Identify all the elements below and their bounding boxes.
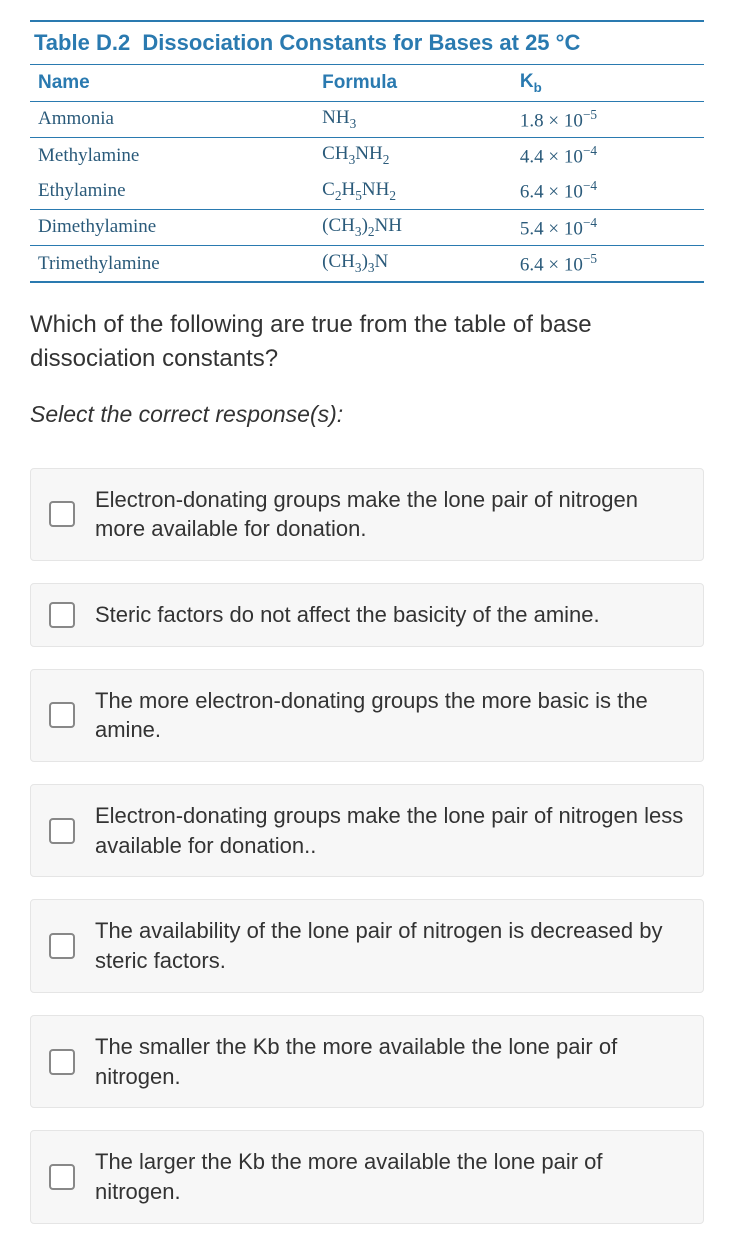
table-row: Dimethylamine(CH3)2NH5.4 × 10−4: [30, 209, 704, 245]
cell-name: Ethylamine: [30, 173, 314, 209]
cell-kb: 5.4 × 10−4: [512, 209, 704, 245]
table-title: Table D.2 Dissociation Constants for Bas…: [30, 22, 704, 65]
option-label: The smaller the Kb the more available th…: [95, 1032, 685, 1091]
option-item[interactable]: Electron-donating groups make the lone p…: [30, 468, 704, 561]
option-item[interactable]: Electron-donating groups make the lone p…: [30, 784, 704, 877]
option-item[interactable]: The smaller the Kb the more available th…: [30, 1015, 704, 1108]
table-row: EthylamineC2H5NH26.4 × 10−4: [30, 173, 704, 209]
table-body: AmmoniaNH31.8 × 10−5MethylamineCH3NH24.4…: [30, 101, 704, 281]
cell-name: Ammonia: [30, 101, 314, 137]
option-item[interactable]: The availability of the lone pair of nit…: [30, 899, 704, 992]
option-checkbox[interactable]: [49, 1164, 75, 1190]
option-checkbox[interactable]: [49, 702, 75, 728]
table-row: MethylamineCH3NH24.4 × 10−4: [30, 138, 704, 174]
option-label: The availability of the lone pair of nit…: [95, 916, 685, 975]
option-label: Electron-donating groups make the lone p…: [95, 801, 685, 860]
option-checkbox[interactable]: [49, 933, 75, 959]
data-table-wrap: Table D.2 Dissociation Constants for Bas…: [30, 20, 704, 283]
option-item[interactable]: The more electron-donating groups the mo…: [30, 669, 704, 762]
option-label: The more electron-donating groups the mo…: [95, 686, 685, 745]
question-instruction: Select the correct response(s):: [30, 401, 704, 428]
table-row: AmmoniaNH31.8 × 10−5: [30, 101, 704, 137]
col-name: Name: [30, 65, 314, 101]
option-item[interactable]: Steric factors do not affect the basicit…: [30, 583, 704, 647]
table-header-row: Name Formula Kb: [30, 65, 704, 101]
cell-name: Methylamine: [30, 138, 314, 174]
cell-name: Trimethylamine: [30, 246, 314, 282]
table-title-prefix: Table D.2: [34, 30, 130, 55]
option-checkbox[interactable]: [49, 818, 75, 844]
col-kb: Kb: [512, 65, 704, 101]
cell-formula: NH3: [314, 101, 512, 137]
option-label: Steric factors do not affect the basicit…: [95, 600, 600, 630]
cell-formula: CH3NH2: [314, 138, 512, 174]
option-checkbox[interactable]: [49, 1049, 75, 1075]
page-container: Table D.2 Dissociation Constants for Bas…: [0, 20, 734, 1224]
table-title-text: Dissociation Constants for Bases at 25 °…: [142, 30, 580, 55]
question-prompt: Which of the following are true from the…: [30, 308, 704, 375]
option-checkbox[interactable]: [49, 501, 75, 527]
cell-kb: 6.4 × 10−5: [512, 246, 704, 282]
option-label: The larger the Kb the more available the…: [95, 1147, 685, 1206]
cell-formula: (CH3)2NH: [314, 209, 512, 245]
cell-kb: 4.4 × 10−4: [512, 138, 704, 174]
option-checkbox[interactable]: [49, 602, 75, 628]
options-list: Electron-donating groups make the lone p…: [0, 468, 734, 1224]
table-row: Trimethylamine(CH3)3N6.4 × 10−5: [30, 246, 704, 282]
cell-formula: (CH3)3N: [314, 246, 512, 282]
dissociation-table: Name Formula Kb AmmoniaNH31.8 × 10−5Meth…: [30, 65, 704, 281]
cell-kb: 6.4 × 10−4: [512, 173, 704, 209]
cell-formula: C2H5NH2: [314, 173, 512, 209]
option-label: Electron-donating groups make the lone p…: [95, 485, 685, 544]
col-formula: Formula: [314, 65, 512, 101]
cell-name: Dimethylamine: [30, 209, 314, 245]
cell-kb: 1.8 × 10−5: [512, 101, 704, 137]
option-item[interactable]: The larger the Kb the more available the…: [30, 1130, 704, 1223]
question-block: Which of the following are true from the…: [0, 283, 734, 467]
